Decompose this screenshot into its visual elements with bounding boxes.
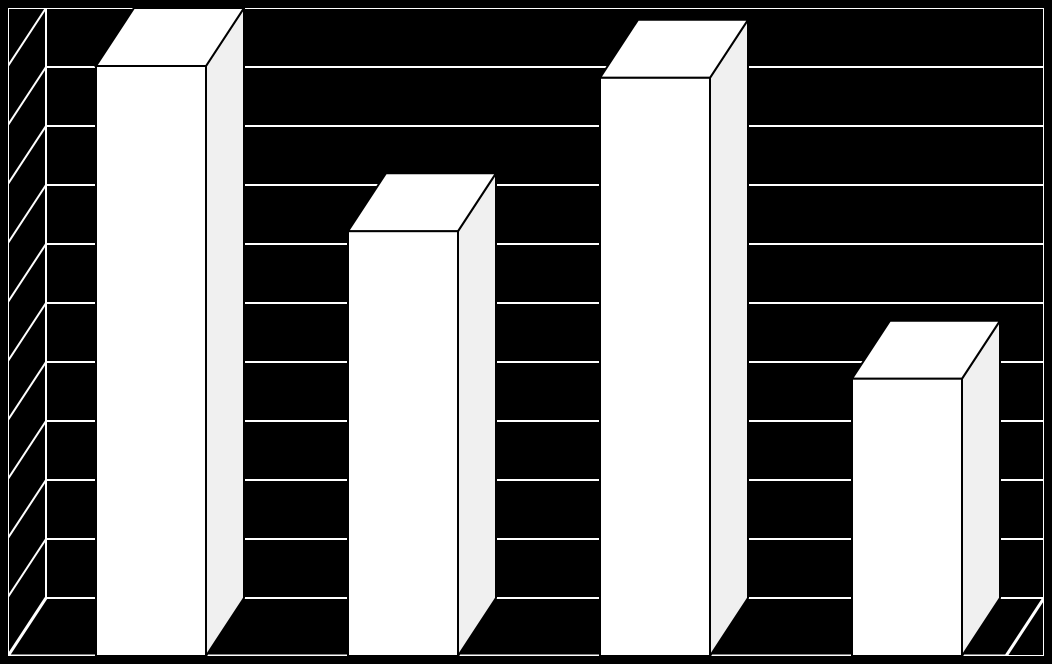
bar	[96, 8, 244, 656]
plot-area	[8, 8, 1044, 656]
chart-svg	[8, 8, 1044, 656]
bar	[348, 173, 496, 656]
bar-chart-3d	[0, 0, 1052, 664]
bar	[600, 20, 748, 656]
bar	[852, 321, 1000, 656]
